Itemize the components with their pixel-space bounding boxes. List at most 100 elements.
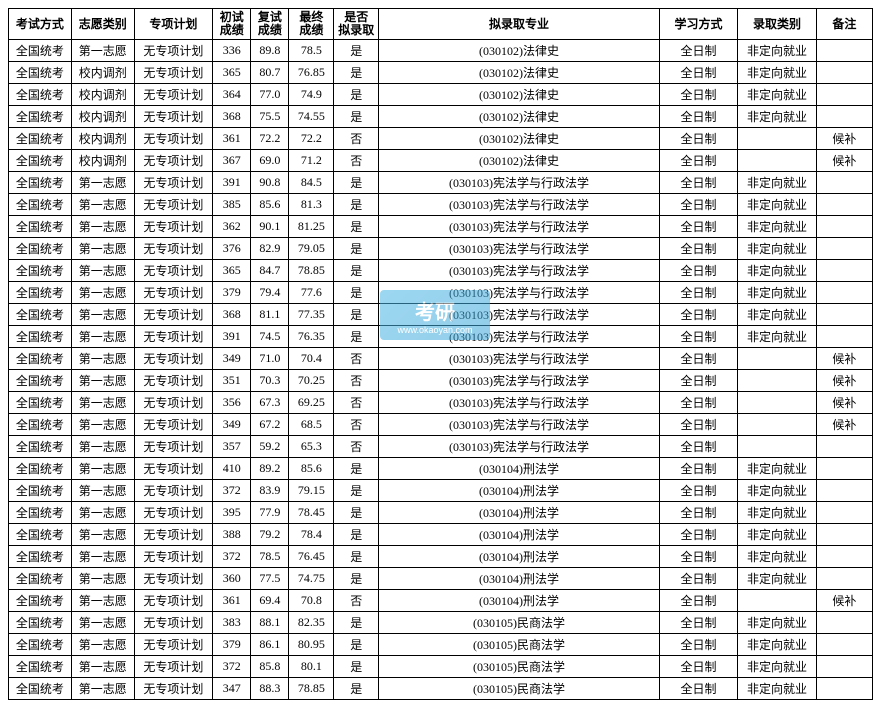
table-cell: 否: [334, 150, 379, 172]
table-cell: 391: [213, 326, 251, 348]
admissions-table: 考试方式志愿类别专项计划初试成绩复试成绩最终成绩是否拟录取拟录取专业学习方式录取…: [8, 8, 873, 700]
table-row: 全国统考第一志愿无专项计划39174.576.35是(030103)宪法学与行政…: [9, 326, 873, 348]
table-cell: (030103)宪法学与行政法学: [379, 238, 660, 260]
table-cell: (030105)民商法学: [379, 656, 660, 678]
table-cell: 无专项计划: [134, 502, 213, 524]
table-cell: (030102)法律史: [379, 62, 660, 84]
table-cell: 无专项计划: [134, 238, 213, 260]
table-cell: 是: [334, 546, 379, 568]
table-cell: 全日制: [659, 546, 738, 568]
table-cell: 89.8: [251, 40, 289, 62]
table-cell: 无专项计划: [134, 194, 213, 216]
table-cell: 349: [213, 414, 251, 436]
table-cell: 非定向就业: [738, 106, 817, 128]
table-row: 全国统考第一志愿无专项计划38585.681.3是(030103)宪法学与行政法…: [9, 194, 873, 216]
column-header: 备注: [816, 9, 872, 40]
table-cell: 无专项计划: [134, 106, 213, 128]
table-cell: 无专项计划: [134, 480, 213, 502]
table-cell: 372: [213, 480, 251, 502]
table-cell: 无专项计划: [134, 62, 213, 84]
table-cell: [816, 326, 872, 348]
table-cell: [816, 436, 872, 458]
column-header: 学习方式: [659, 9, 738, 40]
table-cell: 全国统考: [9, 634, 72, 656]
table-cell: 校内调剂: [71, 128, 134, 150]
table-cell: 391: [213, 172, 251, 194]
table-cell: 全国统考: [9, 40, 72, 62]
table-cell: 79.2: [251, 524, 289, 546]
table-cell: 是: [334, 194, 379, 216]
column-header: 志愿类别: [71, 9, 134, 40]
column-header: 最终成绩: [289, 9, 334, 40]
table-cell: [816, 40, 872, 62]
table-row: 全国统考第一志愿无专项计划37979.477.6是(030103)宪法学与行政法…: [9, 282, 873, 304]
table-cell: [816, 172, 872, 194]
table-cell: 第一志愿: [71, 282, 134, 304]
table-cell: (030103)宪法学与行政法学: [379, 216, 660, 238]
table-cell: 全日制: [659, 414, 738, 436]
column-header: 专项计划: [134, 9, 213, 40]
table-cell: (030103)宪法学与行政法学: [379, 282, 660, 304]
table-cell: [816, 84, 872, 106]
table-cell: 无专项计划: [134, 304, 213, 326]
table-cell: 无专项计划: [134, 172, 213, 194]
table-row: 全国统考校内调剂无专项计划36875.574.55是(030102)法律史全日制…: [9, 106, 873, 128]
table-cell: 89.2: [251, 458, 289, 480]
table-cell: 全国统考: [9, 348, 72, 370]
table-cell: 无专项计划: [134, 282, 213, 304]
table-cell: 67.2: [251, 414, 289, 436]
table-cell: 非定向就业: [738, 172, 817, 194]
table-cell: 校内调剂: [71, 62, 134, 84]
table-cell: 376: [213, 238, 251, 260]
table-cell: 第一志愿: [71, 216, 134, 238]
table-row: 全国统考校内调剂无专项计划36477.074.9是(030102)法律史全日制非…: [9, 84, 873, 106]
table-cell: 88.1: [251, 612, 289, 634]
table-row: 全国统考第一志愿无专项计划34788.378.85是(030105)民商法学全日…: [9, 678, 873, 700]
table-cell: 76.35: [289, 326, 334, 348]
table-row: 全国统考校内调剂无专项计划36580.776.85是(030102)法律史全日制…: [9, 62, 873, 84]
table-cell: 无专项计划: [134, 128, 213, 150]
column-header: 复试成绩: [251, 9, 289, 40]
table-cell: (030102)法律史: [379, 106, 660, 128]
table-cell: 349: [213, 348, 251, 370]
table-row: 全国统考第一志愿无专项计划34971.070.4否(030103)宪法学与行政法…: [9, 348, 873, 370]
table-cell: 59.2: [251, 436, 289, 458]
table-cell: 67.3: [251, 392, 289, 414]
table-cell: 全国统考: [9, 282, 72, 304]
table-cell: 385: [213, 194, 251, 216]
table-cell: 全日制: [659, 458, 738, 480]
table-cell: 77.6: [289, 282, 334, 304]
table-row: 全国统考第一志愿无专项计划39577.978.45是(030104)刑法学全日制…: [9, 502, 873, 524]
table-cell: 71.0: [251, 348, 289, 370]
table-cell: 360: [213, 568, 251, 590]
table-cell: 全国统考: [9, 128, 72, 150]
table-cell: 无专项计划: [134, 40, 213, 62]
table-cell: 全日制: [659, 612, 738, 634]
table-cell: 第一志愿: [71, 326, 134, 348]
table-cell: 83.9: [251, 480, 289, 502]
table-cell: 无专项计划: [134, 524, 213, 546]
table-row: 全国统考第一志愿无专项计划38388.182.35是(030105)民商法学全日…: [9, 612, 873, 634]
table-cell: 全国统考: [9, 172, 72, 194]
table-cell: 无专项计划: [134, 326, 213, 348]
table-cell: 85.8: [251, 656, 289, 678]
table-cell: 90.1: [251, 216, 289, 238]
table-cell: 第一志愿: [71, 436, 134, 458]
table-row: 全国统考第一志愿无专项计划35667.369.25否(030103)宪法学与行政…: [9, 392, 873, 414]
table-cell: 全日制: [659, 216, 738, 238]
table-cell: 候补: [816, 370, 872, 392]
table-cell: 校内调剂: [71, 84, 134, 106]
table-cell: 全国统考: [9, 370, 72, 392]
table-cell: 无专项计划: [134, 546, 213, 568]
table-cell: 否: [334, 392, 379, 414]
table-cell: 全日制: [659, 40, 738, 62]
table-cell: 362: [213, 216, 251, 238]
table-cell: 76.85: [289, 62, 334, 84]
table-row: 全国统考第一志愿无专项计划38879.278.4是(030104)刑法学全日制非…: [9, 524, 873, 546]
table-cell: 全日制: [659, 260, 738, 282]
table-cell: 是: [334, 216, 379, 238]
table-cell: 非定向就业: [738, 634, 817, 656]
table-cell: 365: [213, 62, 251, 84]
table-cell: 72.2: [289, 128, 334, 150]
table-cell: 全日制: [659, 172, 738, 194]
